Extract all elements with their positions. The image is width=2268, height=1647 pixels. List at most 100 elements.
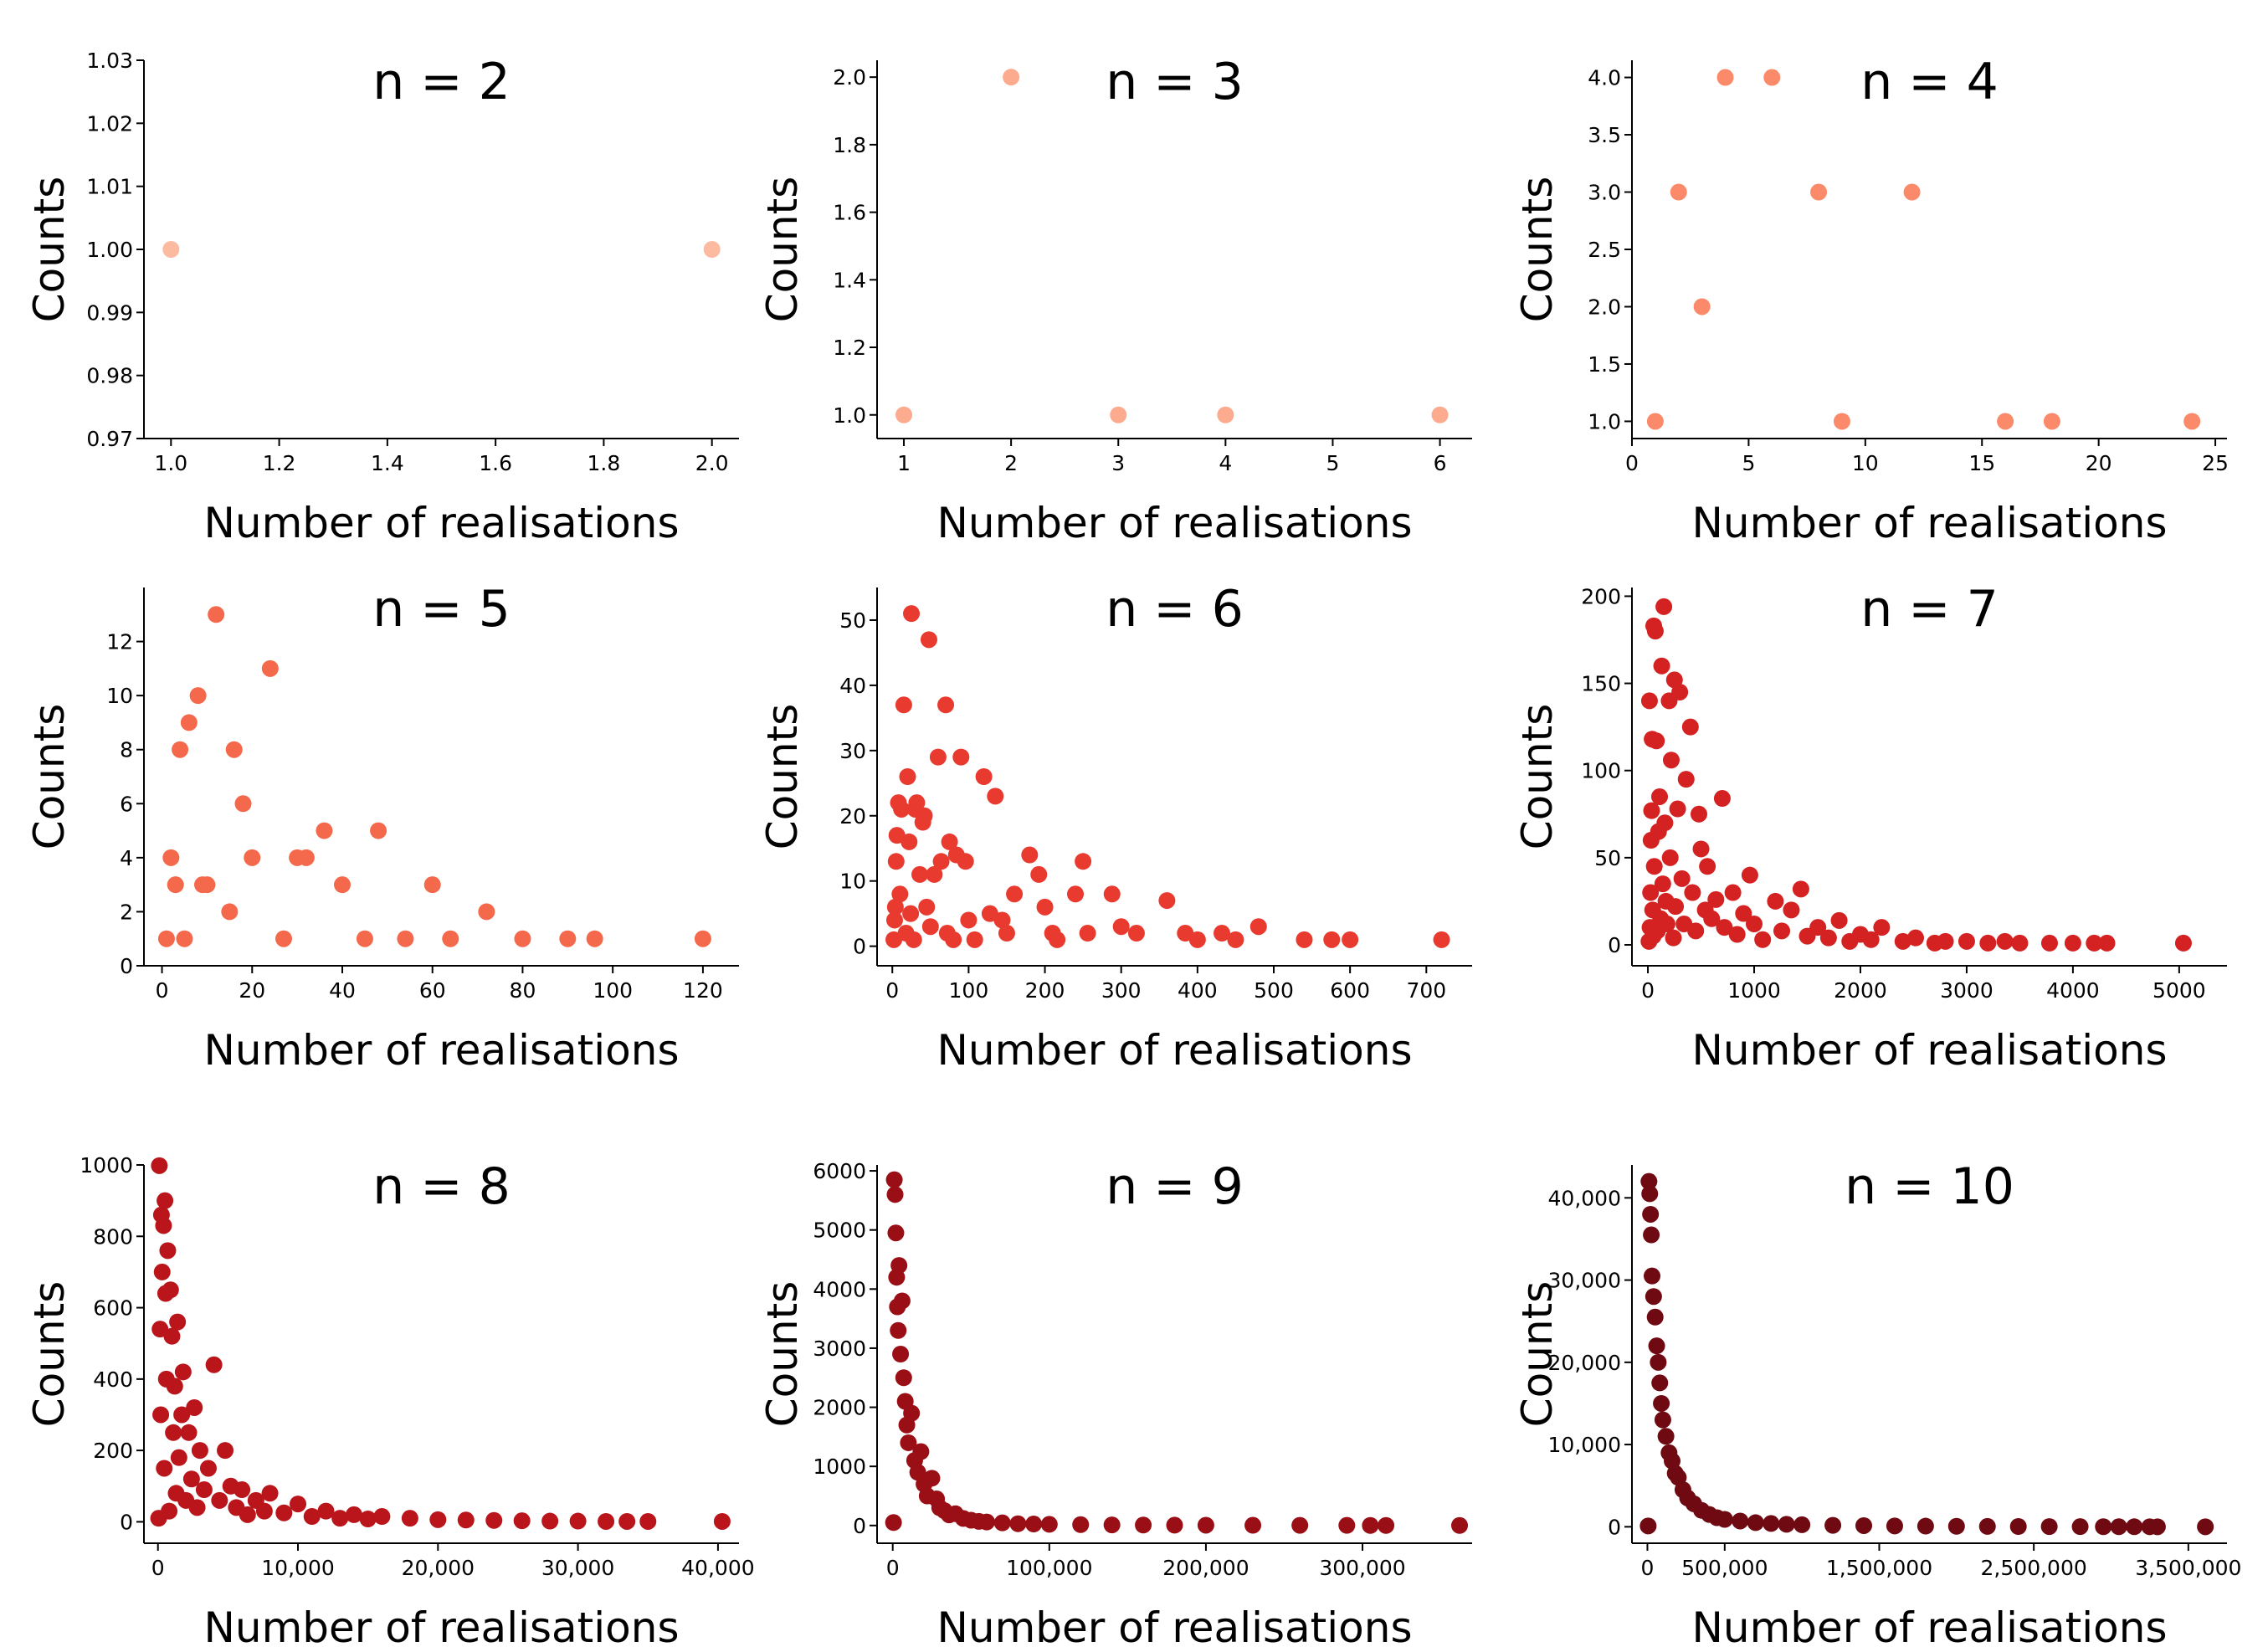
data-point xyxy=(1188,931,1206,948)
data-point xyxy=(887,1224,905,1242)
data-point xyxy=(923,1470,941,1487)
data-point xyxy=(180,714,198,731)
data-point xyxy=(162,849,180,866)
data-point xyxy=(429,1511,447,1528)
y-axis-title: Counts xyxy=(758,1281,807,1428)
y-axis-title: Counts xyxy=(25,704,74,850)
x-tick-label: 120 xyxy=(683,978,723,1003)
data-point xyxy=(2110,1518,2127,1536)
data-point xyxy=(1072,1516,1090,1533)
y-tick-label: 50 xyxy=(1594,846,1621,870)
x-axis-title: Number of realisations xyxy=(204,1603,680,1647)
data-point xyxy=(1646,623,1664,640)
y-tick-label: 10 xyxy=(106,684,133,708)
data-point xyxy=(2043,413,2060,430)
data-point xyxy=(1003,69,1020,86)
data-point xyxy=(893,800,911,818)
data-point xyxy=(893,1292,911,1310)
y-tick-label: 200 xyxy=(1581,584,1621,608)
data-point xyxy=(162,241,180,258)
data-point xyxy=(1684,884,1701,901)
data-point xyxy=(1657,1428,1675,1445)
x-tick-label: 500,000 xyxy=(1681,1556,1768,1580)
data-point xyxy=(1641,1185,1659,1203)
data-point xyxy=(966,931,983,948)
data-point xyxy=(1378,1516,1395,1534)
data-point xyxy=(1651,1374,1669,1392)
data-point xyxy=(952,748,970,766)
chart-title: n = 8 xyxy=(372,1157,511,1216)
data-point xyxy=(703,241,721,258)
data-point xyxy=(895,1369,912,1387)
data-point xyxy=(198,876,216,894)
data-point xyxy=(1707,890,1725,908)
data-point xyxy=(987,788,1004,805)
data-point xyxy=(1699,858,1716,875)
data-point xyxy=(1643,1226,1660,1244)
data-point xyxy=(275,930,292,947)
y-tick-label: 200 xyxy=(93,1439,133,1463)
data-point xyxy=(1996,932,2014,950)
y-tick-label: 0 xyxy=(853,1514,866,1538)
data-point xyxy=(1112,918,1130,936)
data-point xyxy=(1249,918,1267,936)
data-point xyxy=(886,898,904,916)
chart-panel-9: 0 500,000 1,500,000 2,500,000 3,500,000 0 10,0… xyxy=(1513,1157,2241,1647)
data-point xyxy=(1703,910,1721,927)
data-point xyxy=(303,1508,321,1526)
data-point xyxy=(1217,406,1234,423)
data-point xyxy=(1958,932,1975,950)
x-tick-label: 4000 xyxy=(2046,978,2100,1003)
data-point xyxy=(2011,934,2029,952)
data-point xyxy=(172,741,189,758)
data-point xyxy=(887,853,905,870)
data-point xyxy=(370,822,387,839)
data-point xyxy=(155,1217,172,1234)
data-point xyxy=(211,1491,228,1509)
data-point xyxy=(162,1281,179,1299)
data-point xyxy=(401,1510,418,1527)
x-tick-label: 3,500,000 xyxy=(2135,1556,2241,1580)
x-tick-label: 1 xyxy=(897,451,911,475)
data-point xyxy=(1049,931,1066,948)
x-tick-label: 15 xyxy=(1968,451,1995,475)
data-point xyxy=(2174,934,2192,952)
chart-title: n = 5 xyxy=(372,580,511,639)
chart-panel-2: 1 2 3 4 5 6 1.0 1.2 1.4 1.6 1.8 2.0 n = 3 Number of r… xyxy=(758,53,1472,547)
y-tick-label: 2.0 xyxy=(833,65,866,90)
data-point xyxy=(1690,805,1707,823)
y-tick-label: 400 xyxy=(93,1367,133,1392)
data-point xyxy=(297,849,315,866)
data-point xyxy=(1692,840,1710,858)
x-tick-label: 20 xyxy=(239,978,265,1003)
y-tick-label: 0 xyxy=(120,1510,133,1534)
y-tick-label: 30,000 xyxy=(1548,1269,1621,1293)
data-point xyxy=(186,1398,203,1416)
data-point xyxy=(1937,932,1954,950)
data-point xyxy=(1648,732,1665,750)
data-point xyxy=(152,1406,170,1424)
y-tick-label: 1.5 xyxy=(1588,352,1621,377)
data-point xyxy=(1873,919,1891,936)
y-tick-label: 0.99 xyxy=(86,300,133,325)
x-tick-label: 200,000 xyxy=(1162,1556,1249,1580)
data-point xyxy=(902,905,920,922)
data-point xyxy=(1662,752,1680,769)
y-tick-label: 2 xyxy=(120,900,133,924)
y-tick-label: 1.6 xyxy=(833,201,866,225)
data-point xyxy=(1654,875,1671,893)
x-tick-label: 1.2 xyxy=(263,451,296,475)
x-tick-label: 300,000 xyxy=(1319,1556,1405,1580)
data-point xyxy=(161,1502,178,1520)
x-axis-title: Number of realisations xyxy=(937,1603,1413,1647)
y-axis-title: Counts xyxy=(25,1281,74,1428)
x-axis-title: Number of realisations xyxy=(937,1026,1413,1075)
y-tick-label: 2.0 xyxy=(1588,295,1621,319)
data-point xyxy=(1824,1516,1842,1534)
data-point xyxy=(2197,1518,2214,1536)
data-point xyxy=(1681,718,1699,736)
y-tick-label: 0.98 xyxy=(86,364,133,388)
data-point xyxy=(2148,1518,2166,1536)
data-point xyxy=(167,876,184,894)
data-point xyxy=(1642,1205,1660,1223)
